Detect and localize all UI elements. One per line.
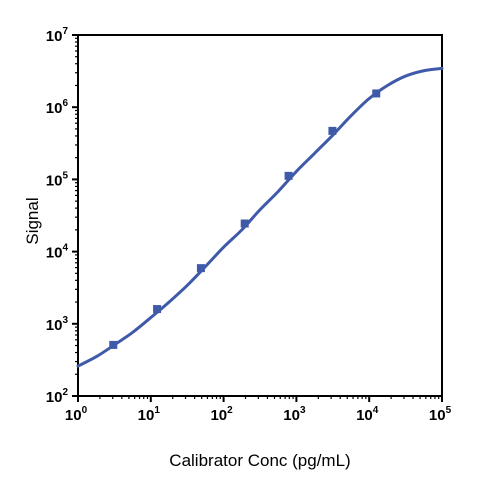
x-tick-label: 104: [356, 405, 379, 424]
y-tick-label: 102: [46, 387, 69, 406]
y-tick-label: 104: [46, 243, 69, 262]
data-point: [109, 340, 118, 349]
x-tick-label: 100: [65, 405, 88, 424]
x-tick-label-base: 10: [210, 407, 227, 424]
y-tick-label-base: 10: [46, 28, 63, 45]
y-axis-title: Signal: [23, 197, 42, 244]
fit-curve: [76, 66, 444, 368]
y-tick-label-exponent: 5: [62, 170, 68, 181]
x-tick-label-base: 10: [429, 407, 446, 424]
y-tick-label: 105: [46, 170, 69, 189]
x-axis-ticks: 100 101 102 103 104 105: [65, 396, 452, 424]
data-point: [196, 264, 205, 273]
x-tick-label: 105: [429, 405, 452, 424]
x-tick-label: 101: [138, 405, 161, 424]
data-point: [284, 171, 293, 180]
x-tick-label-exponent: 1: [154, 405, 160, 416]
y-tick-label-exponent: 7: [62, 26, 68, 37]
x-tick-label-base: 10: [283, 407, 300, 424]
y-tick-label: 107: [46, 26, 69, 45]
y-tick-label-base: 10: [46, 100, 63, 117]
data-point: [240, 219, 249, 228]
x-tick-label-exponent: 5: [446, 405, 452, 416]
x-axis-title: Calibrator Conc (pg/mL): [169, 451, 350, 470]
y-tick-label-exponent: 4: [62, 243, 68, 254]
y-tick-label-exponent: 6: [62, 98, 68, 109]
x-tick-label-exponent: 2: [227, 405, 233, 416]
x-tick-label-exponent: 0: [82, 405, 88, 416]
x-tick-label-exponent: 4: [373, 405, 379, 416]
x-tick-label: 102: [210, 405, 233, 424]
x-tick-label-exponent: 3: [300, 405, 306, 416]
data-point: [328, 126, 337, 135]
y-tick-label-base: 10: [46, 389, 63, 406]
fit-curve-layer: [76, 66, 444, 368]
plot-border: [77, 34, 443, 397]
y-tick-label-exponent: 2: [62, 387, 68, 398]
x-tick-label-base: 10: [138, 407, 155, 424]
y-tick-label: 103: [46, 315, 69, 334]
data-point: [153, 305, 162, 314]
x-tick-label: 103: [283, 405, 306, 424]
plot-frame: [77, 34, 443, 397]
y-tick-label-base: 10: [46, 172, 63, 189]
data-point: [372, 89, 381, 98]
y-tick-label-base: 10: [46, 317, 63, 334]
data-points-layer: [109, 89, 381, 349]
x-tick-label-base: 10: [65, 407, 82, 424]
y-tick-label-base: 10: [46, 245, 63, 262]
y-tick-label: 106: [46, 98, 69, 117]
y-tick-label-exponent: 3: [62, 315, 68, 326]
x-tick-label-base: 10: [356, 407, 373, 424]
